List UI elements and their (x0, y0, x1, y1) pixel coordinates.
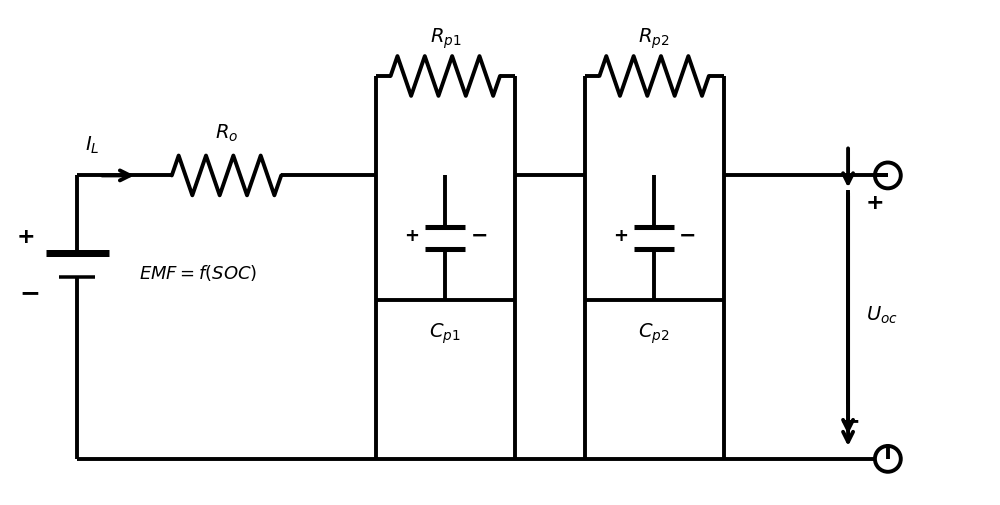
Text: $EMF = f(SOC)$: $EMF = f(SOC)$ (139, 263, 257, 283)
Text: +: + (16, 227, 35, 247)
Text: $I_L$: $I_L$ (85, 134, 100, 156)
Text: $U_{oc}$: $U_{oc}$ (866, 305, 898, 326)
Text: $C_{p1}$: $C_{p1}$ (429, 322, 461, 346)
Text: +: + (404, 227, 419, 244)
Text: $R_{p1}$: $R_{p1}$ (430, 27, 461, 51)
Text: $C_{p2}$: $C_{p2}$ (638, 322, 670, 346)
Text: −: − (19, 281, 40, 305)
Text: +: + (866, 193, 885, 213)
Text: −: − (679, 226, 697, 245)
Text: +: + (613, 227, 628, 244)
Text: $R_{p2}$: $R_{p2}$ (638, 27, 670, 51)
Text: $R_o$: $R_o$ (215, 122, 238, 143)
Text: −: − (840, 409, 861, 433)
Text: −: − (470, 226, 488, 245)
